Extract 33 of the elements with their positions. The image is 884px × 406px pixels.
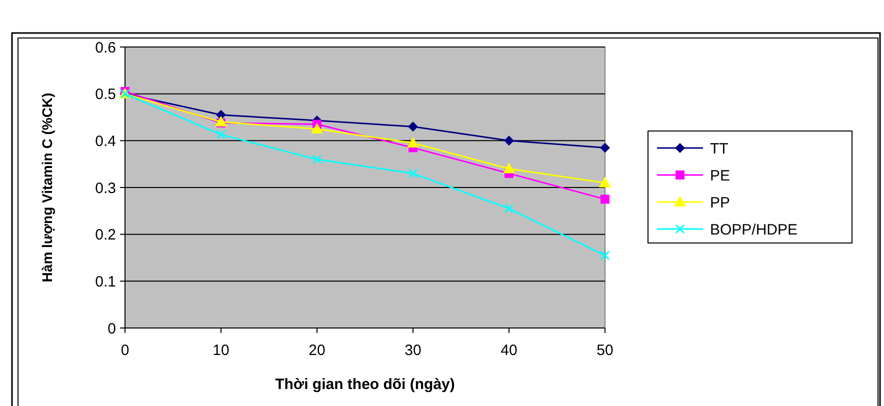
x-tick-label: 20 — [308, 342, 326, 359]
point — [216, 130, 226, 140]
x-tick-label: 50 — [596, 342, 614, 359]
point — [503, 162, 515, 174]
x-tick-label: 0 — [120, 342, 130, 359]
legend-label: BOPP/HDPE — [710, 221, 798, 238]
x-tick-label: 10 — [212, 342, 230, 359]
point — [407, 137, 419, 148]
point — [311, 122, 323, 134]
y-tick-label: 0.5 — [95, 86, 116, 104]
legend-label: TT — [710, 140, 728, 158]
legend-label: PP — [710, 194, 730, 212]
y-axis-title: Hàm lượng Vitamin C (%CK) — [39, 92, 55, 282]
point — [408, 122, 418, 132]
legend-label: PE — [710, 167, 730, 184]
point — [599, 176, 611, 188]
y-tick-label: 0 — [108, 320, 116, 338]
x-tick-label: 40 — [500, 342, 518, 359]
point — [504, 136, 514, 146]
y-tick-label: 0.6 — [95, 39, 116, 56]
point — [215, 116, 227, 126]
point — [312, 154, 322, 164]
x-axis-title: Thời gian theo dõi (ngày) — [275, 376, 455, 393]
y-tick-label: 0.3 — [95, 180, 116, 197]
point — [408, 168, 418, 178]
y-tick-label: 0.4 — [95, 132, 116, 150]
point — [600, 142, 610, 153]
x-tick-label: 30 — [404, 342, 422, 359]
point — [600, 194, 610, 204]
y-tick-label: 0.2 — [95, 226, 116, 244]
y-tick-label: 0.1 — [95, 273, 116, 290]
point — [504, 204, 514, 214]
point — [600, 250, 610, 260]
